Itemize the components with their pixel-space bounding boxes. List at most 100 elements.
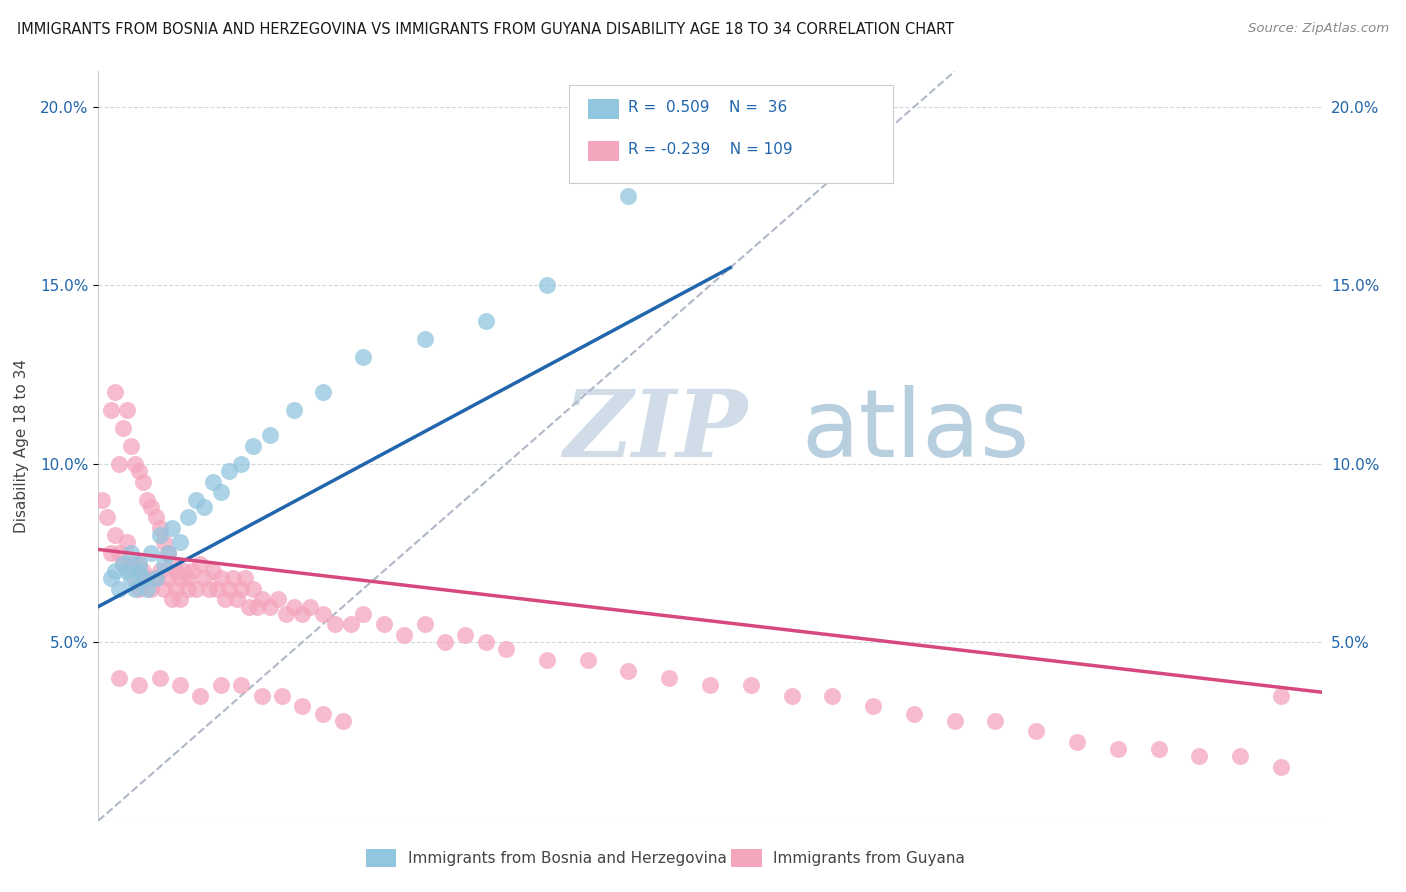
- Point: [124, 571, 146, 585]
- Point: [141, 582, 163, 596]
- Point: [111, 557, 134, 571]
- Point: [658, 671, 681, 685]
- Point: [177, 582, 200, 596]
- Point: [1066, 735, 1088, 749]
- Point: [226, 592, 249, 607]
- Point: [128, 557, 150, 571]
- Point: [332, 714, 354, 728]
- Point: [617, 189, 640, 203]
- Point: [780, 689, 803, 703]
- Point: [291, 607, 314, 621]
- Point: [231, 457, 253, 471]
- Point: [136, 571, 159, 585]
- Point: [246, 599, 269, 614]
- Point: [218, 582, 240, 596]
- Point: [173, 564, 195, 578]
- Point: [136, 492, 159, 507]
- Point: [108, 457, 131, 471]
- Point: [323, 617, 346, 632]
- Point: [193, 571, 215, 585]
- Point: [434, 635, 457, 649]
- Point: [141, 546, 163, 560]
- Point: [617, 664, 640, 678]
- Point: [124, 457, 146, 471]
- Point: [120, 439, 142, 453]
- Point: [984, 714, 1007, 728]
- Point: [128, 557, 150, 571]
- Point: [943, 714, 966, 728]
- Point: [373, 617, 395, 632]
- Point: [149, 564, 172, 578]
- Text: Immigrants from Bosnia and Herzegovina: Immigrants from Bosnia and Herzegovina: [408, 851, 727, 865]
- Point: [188, 689, 212, 703]
- Point: [474, 314, 498, 328]
- Point: [177, 510, 200, 524]
- Point: [209, 485, 232, 500]
- Point: [259, 428, 281, 442]
- Point: [474, 635, 498, 649]
- Point: [108, 582, 131, 596]
- Point: [160, 521, 183, 535]
- Point: [201, 564, 224, 578]
- Point: [283, 403, 305, 417]
- Text: R = -0.239    N = 109: R = -0.239 N = 109: [628, 143, 793, 157]
- Point: [218, 464, 240, 478]
- Point: [145, 510, 167, 524]
- Point: [111, 421, 134, 435]
- Point: [136, 582, 159, 596]
- Point: [312, 706, 335, 721]
- Point: [821, 689, 844, 703]
- Point: [132, 571, 155, 585]
- Point: [100, 571, 122, 585]
- Point: [128, 678, 150, 692]
- Point: [128, 582, 150, 596]
- Point: [699, 153, 721, 168]
- Point: [188, 557, 212, 571]
- Point: [141, 500, 163, 514]
- Point: [108, 546, 131, 560]
- Point: [169, 535, 191, 549]
- Point: [495, 642, 517, 657]
- Point: [152, 535, 174, 549]
- Point: [120, 557, 142, 571]
- Point: [291, 699, 314, 714]
- Point: [214, 592, 236, 607]
- Point: [231, 678, 253, 692]
- Point: [197, 582, 219, 596]
- Y-axis label: Disability Age 18 to 34: Disability Age 18 to 34: [14, 359, 30, 533]
- Point: [152, 582, 174, 596]
- Point: [186, 492, 208, 507]
- Point: [1270, 760, 1292, 774]
- Point: [115, 535, 138, 549]
- Point: [128, 564, 150, 578]
- Point: [115, 403, 138, 417]
- Point: [352, 350, 374, 364]
- Point: [111, 557, 134, 571]
- Point: [413, 332, 436, 346]
- Point: [340, 617, 363, 632]
- Point: [270, 689, 294, 703]
- Point: [259, 599, 281, 614]
- Point: [120, 571, 142, 585]
- Text: IMMIGRANTS FROM BOSNIA AND HERZEGOVINA VS IMMIGRANTS FROM GUYANA DISABILITY AGE : IMMIGRANTS FROM BOSNIA AND HERZEGOVINA V…: [17, 22, 955, 37]
- Point: [149, 521, 172, 535]
- Point: [193, 500, 215, 514]
- Point: [160, 592, 183, 607]
- Point: [1229, 749, 1251, 764]
- Point: [250, 689, 273, 703]
- Point: [132, 475, 155, 489]
- Text: ZIP: ZIP: [564, 386, 748, 476]
- Point: [160, 557, 183, 571]
- Point: [165, 582, 187, 596]
- Point: [536, 653, 558, 667]
- Point: [536, 278, 558, 293]
- Point: [299, 599, 322, 614]
- Point: [104, 528, 127, 542]
- Point: [108, 671, 131, 685]
- Point: [1188, 749, 1211, 764]
- Text: R =  0.509    N =  36: R = 0.509 N = 36: [628, 101, 787, 115]
- Point: [156, 546, 179, 560]
- Point: [145, 571, 167, 585]
- Point: [201, 475, 224, 489]
- Point: [1147, 742, 1170, 756]
